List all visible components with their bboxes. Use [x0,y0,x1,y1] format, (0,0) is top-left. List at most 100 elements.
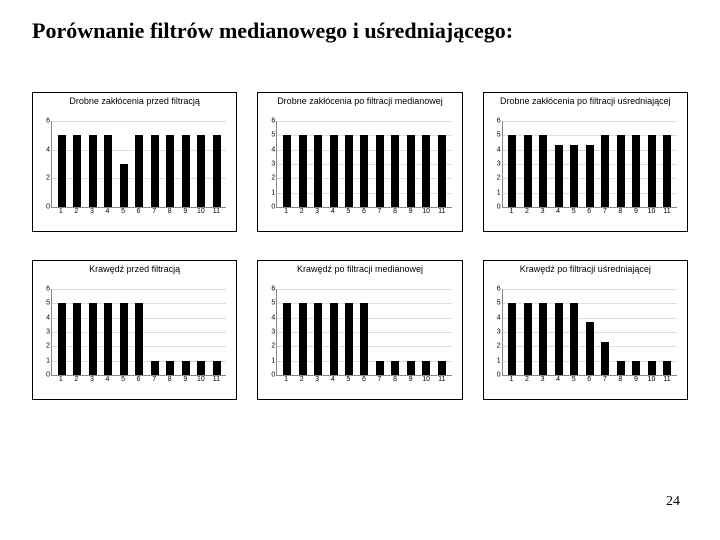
bars-container [503,121,677,207]
x-tick-label: 7 [375,208,383,215]
bar [632,135,640,207]
x-tick-label: 11 [438,208,446,215]
bar [89,135,97,207]
chart-title: Krawędź po filtracji medianowej [264,265,455,287]
bar [422,135,430,207]
x-tick-label: 10 [648,208,656,215]
x-tick-label: 2 [523,376,531,383]
x-tick-label: 2 [72,376,80,383]
x-tick-label: 6 [360,376,368,383]
bar [58,303,66,375]
bar [648,135,656,207]
x-tick-label: 1 [57,208,65,215]
bar [570,145,578,207]
chart-plot: 0246 [51,121,226,208]
bar [438,361,446,375]
x-labels: 1234567891011 [502,208,677,215]
x-tick-label: 9 [181,376,189,383]
bar [314,135,322,207]
x-tick-label: 11 [438,376,446,383]
x-tick-label: 5 [344,376,352,383]
x-tick-label: 11 [663,208,671,215]
bar [422,361,430,375]
chart-plot: 0123456 [502,121,677,208]
bar [345,303,353,375]
chart-title: Drobne zakłócenia po filtracji uśredniaj… [490,97,681,119]
x-tick-label: 3 [88,376,96,383]
x-tick-label: 3 [539,208,547,215]
x-tick-label: 8 [616,376,624,383]
bar [508,135,516,207]
x-tick-label: 1 [282,376,290,383]
bar [555,145,563,207]
bar [524,303,532,375]
x-tick-label: 6 [360,208,368,215]
bars-container [52,289,226,375]
bar [89,303,97,375]
bar [539,303,547,375]
bar [314,303,322,375]
chart-plot: 0123456 [51,289,226,376]
bar [617,361,625,375]
bar [135,135,143,207]
bar [120,303,128,375]
x-tick-label: 9 [407,208,415,215]
bar [182,361,190,375]
x-tick-label: 5 [344,208,352,215]
bar [299,303,307,375]
x-tick-label: 10 [422,208,430,215]
chart-panel-3: Drobne zakłócenia po filtracji uśredniaj… [483,92,688,232]
x-tick-label: 7 [150,376,158,383]
bar [182,135,190,207]
x-tick-label: 5 [570,208,578,215]
bar [407,361,415,375]
bar [330,303,338,375]
x-tick-label: 7 [601,208,609,215]
x-tick-label: 7 [601,376,609,383]
x-tick-label: 8 [166,208,174,215]
bar [601,342,609,375]
x-tick-label: 8 [166,376,174,383]
bar [632,361,640,375]
bar [376,361,384,375]
x-tick-label: 8 [391,376,399,383]
bar [539,135,547,207]
x-tick-label: 2 [298,376,306,383]
x-tick-label: 9 [632,208,640,215]
x-tick-label: 2 [72,208,80,215]
bar [601,135,609,207]
x-tick-label: 10 [648,376,656,383]
x-tick-label: 1 [507,376,515,383]
x-tick-label: 1 [57,376,65,383]
x-tick-label: 5 [119,376,127,383]
bar [345,135,353,207]
x-tick-label: 8 [391,208,399,215]
x-tick-label: 10 [197,208,205,215]
x-tick-label: 4 [554,376,562,383]
x-tick-label: 4 [329,208,337,215]
bar [360,303,368,375]
x-tick-label: 6 [585,208,593,215]
page-number: 24 [666,494,680,510]
bar [663,135,671,207]
x-labels: 1234567891011 [51,376,226,383]
chart-panel-5: Krawędź po filtracji medianowej012345612… [257,260,462,400]
bar [151,135,159,207]
bar [407,135,415,207]
bars-container [277,121,451,207]
x-tick-label: 4 [329,376,337,383]
bars-container [277,289,451,375]
page: Porównanie filtrów medianowego i uśredni… [0,0,720,540]
bars-container [503,289,677,375]
bar [586,322,594,375]
bar [391,361,399,375]
bar [104,135,112,207]
x-tick-label: 11 [212,376,220,383]
chart-panel-1: Drobne zakłócenia przed filtracją0246123… [32,92,237,232]
bar [58,135,66,207]
x-labels: 1234567891011 [276,208,451,215]
x-labels: 1234567891011 [502,376,677,383]
bar [166,135,174,207]
x-tick-label: 7 [375,376,383,383]
x-tick-label: 6 [585,376,593,383]
